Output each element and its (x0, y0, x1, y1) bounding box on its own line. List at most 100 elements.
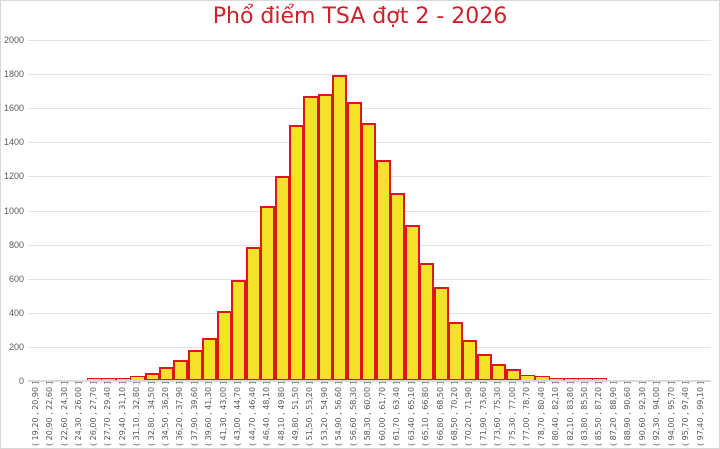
x-tick-label: ( 94,00 , 95,70 ] (666, 381, 676, 446)
x-tick: ( 44,70 , 46,40 ] (246, 381, 260, 446)
x-tick-label: ( 95,70 , 97,40 ] (681, 381, 691, 446)
x-tick: ( 41,30 , 43,00 ] (217, 381, 231, 446)
x-tick-label: ( 60,00 , 61,70 ] (377, 381, 387, 446)
y-tick-label: 400 (8, 307, 24, 318)
x-tick: ( 51,50 , 53,20 ] (303, 381, 317, 446)
x-tick: ( 61,70 , 63,40 ] (390, 381, 404, 446)
histogram-bar (361, 122, 377, 381)
x-tick-label: ( 29,40 , 31,10 ] (117, 381, 127, 446)
x-tick-label: ( 80,40 , 82,10 ] (551, 381, 561, 446)
gridline (28, 74, 711, 76)
x-tick: ( 94,00 , 95,70 ] (665, 381, 679, 446)
x-tick-label: ( 54,90 , 56,60 ] (334, 381, 344, 446)
x-tick-label: ( 43,00 , 44,70 ] (233, 381, 243, 446)
x-tick: ( 83,80 , 85,50 ] (578, 381, 592, 446)
x-tick-label: ( 56,60 , 58,30 ] (348, 381, 358, 446)
x-tick-label: ( 22,60 , 24,30 ] (59, 381, 69, 446)
x-tick: ( 36,20 , 37,90 ] (173, 381, 187, 446)
x-axis-line (28, 380, 711, 382)
x-tick-label: ( 26,00 , 27,70 ] (88, 381, 98, 446)
x-tick: ( 19,20 , 20,90 ] (29, 381, 43, 446)
x-tick-label: ( 41,30 , 43,00 ] (218, 381, 228, 446)
x-tick: ( 34,50 , 36,20 ] (159, 381, 173, 446)
histogram-bar (289, 125, 305, 381)
x-tick-label: ( 20,90 , 22,60 ] (45, 381, 55, 446)
x-tick: ( 39,60 , 41,30 ] (202, 381, 216, 446)
x-tick-label: ( 53,20 , 54,90 ] (319, 381, 329, 446)
histogram-bar (346, 102, 362, 381)
x-tick-label: ( 46,40 , 48,10 ] (262, 381, 272, 446)
x-tick-label: ( 34,50 , 36,20 ] (161, 381, 171, 446)
x-tick-label: ( 51,50 , 53,20 ] (305, 381, 315, 446)
x-tick-label: ( 37,90 , 39,60 ] (189, 381, 199, 446)
x-tick: ( 97,40 , 99,10 ] (694, 381, 708, 446)
histogram-bar (245, 247, 261, 381)
x-tick: ( 78,70 , 80,40 ] (535, 381, 549, 446)
x-tick: ( 43,00 , 44,70 ] (231, 381, 245, 446)
x-tick: ( 32,80 , 34,50 ] (145, 381, 159, 446)
histogram-bar (404, 225, 420, 381)
y-tick-label: 1600 (3, 103, 24, 114)
x-tick: ( 22,60 , 24,30 ] (58, 381, 72, 446)
x-tick-label: ( 73,60 , 75,30 ] (493, 381, 503, 446)
histogram-bar (332, 74, 348, 381)
histogram-bar (216, 311, 232, 381)
x-tick-label: ( 36,20 , 37,90 ] (175, 381, 185, 446)
x-tick: ( 65,10 , 66,80 ] (419, 381, 433, 446)
x-tick-label: ( 83,80 , 85,50 ] (579, 381, 589, 446)
x-tick-label: ( 75,30 , 77,00 ] (507, 381, 517, 446)
x-tick: ( 29,40 , 31,10 ] (116, 381, 130, 446)
x-tick: ( 54,90 , 56,60 ] (332, 381, 346, 446)
histogram-bar (303, 96, 319, 381)
x-tick: ( 58,30 , 60,00 ] (361, 381, 375, 446)
histogram-bar (159, 366, 175, 381)
y-tick-label: 0 (18, 376, 24, 386)
x-tick-label: ( 82,10 , 83,80 ] (565, 381, 575, 446)
x-tick: ( 56,60 , 58,30 ] (347, 381, 361, 446)
histogram-bar (274, 175, 290, 381)
x-tick-label: ( 78,70 , 80,40 ] (536, 381, 546, 446)
x-tick-label: ( 44,70 , 46,40 ] (247, 381, 257, 446)
x-tick: ( 75,30 , 77,00 ] (506, 381, 520, 446)
x-tick-label: ( 66,80 , 68,50 ] (435, 381, 445, 446)
x-tick-label: ( 58,30 , 60,00 ] (363, 381, 373, 446)
x-tick: ( 31,10 , 32,80 ] (130, 381, 144, 446)
x-tick: ( 85,50 , 87,20 ] (592, 381, 606, 446)
histogram-bar (433, 287, 449, 381)
x-tick: ( 73,60 , 75,30 ] (491, 381, 505, 446)
histogram-bar (447, 322, 463, 381)
plot-area: 0 200 400 600 800 1000 1200 1400 1600 1800 2000 (4, 35, 711, 386)
histogram-bar (231, 279, 247, 381)
histogram-bar (375, 160, 391, 381)
x-tick-label: ( 63,40 , 65,10 ] (406, 381, 416, 446)
histogram-bar (202, 338, 218, 381)
x-tick: ( 71,90 , 73,60 ] (477, 381, 491, 446)
x-tick: ( 68,50 , 70,20 ] (448, 381, 462, 446)
x-tick: ( 46,40 , 48,10 ] (260, 381, 274, 446)
y-tick-label: 1800 (3, 69, 24, 80)
gridline (28, 40, 711, 41)
x-tick: ( 80,40 , 82,10 ] (549, 381, 563, 446)
x-tick: ( 92,30 , 94,00 ] (650, 381, 664, 446)
histogram-bar (505, 368, 521, 381)
y-tick-label: 1000 (3, 205, 24, 216)
x-tick-label: ( 87,20 , 88,90 ] (608, 381, 618, 446)
x-tick-label: ( 90,60 , 92,30 ] (637, 381, 647, 446)
x-tick-label: ( 97,40 , 99,10 ] (695, 381, 705, 446)
x-tick: ( 60,00 , 61,70 ] (376, 381, 390, 446)
x-tick-label: ( 65,10 , 66,80 ] (421, 381, 431, 446)
x-tick: ( 48,10 , 49,80 ] (275, 381, 289, 446)
histogram-bar (260, 206, 276, 381)
x-tick-label: ( 61,70 , 63,40 ] (392, 381, 402, 446)
x-tick: ( 26,00 , 27,70 ] (87, 381, 101, 446)
y-tick-label: 2000 (3, 35, 24, 45)
x-tick-label: ( 88,90 , 90,60 ] (623, 381, 633, 446)
y-tick-label: 1200 (3, 171, 24, 182)
x-tick: ( 27,70 , 29,40 ] (101, 381, 115, 446)
histogram-bar (173, 359, 189, 381)
x-tick-label: ( 77,00 , 78,70 ] (522, 381, 532, 446)
x-tick: ( 20,90 , 22,60 ] (43, 381, 57, 446)
x-tick: ( 37,90 , 39,60 ] (188, 381, 202, 446)
histogram-bar (390, 192, 406, 381)
x-tick: ( 90,60 , 92,30 ] (636, 381, 650, 446)
